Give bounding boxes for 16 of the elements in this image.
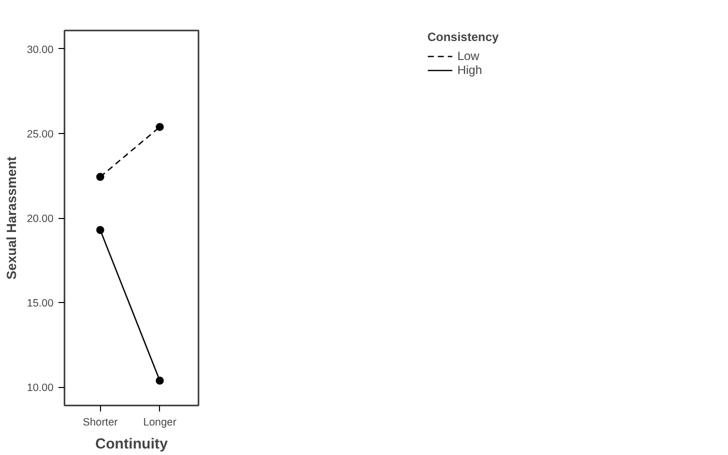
x-axis-title: Continuity bbox=[95, 436, 169, 452]
point bbox=[96, 172, 104, 181]
point bbox=[156, 376, 164, 385]
x-tick-label: Shorter bbox=[82, 416, 118, 428]
legend-title: Consistency bbox=[427, 30, 499, 44]
point bbox=[96, 226, 104, 234]
x-tick-label: Longer bbox=[143, 416, 177, 428]
point bbox=[156, 122, 164, 131]
y-axis-title: Sexual Harassment bbox=[4, 156, 19, 280]
legend-label: Low bbox=[457, 49, 480, 63]
y-tick-label: 25.00 bbox=[26, 128, 54, 140]
y-tick-label: 20.00 bbox=[26, 213, 54, 225]
y-tick-label: 10.00 bbox=[26, 382, 54, 394]
y-tick-label: 15.00 bbox=[26, 298, 54, 310]
legend-label: High bbox=[457, 63, 482, 77]
y-tick-label: 30.00 bbox=[26, 44, 54, 56]
